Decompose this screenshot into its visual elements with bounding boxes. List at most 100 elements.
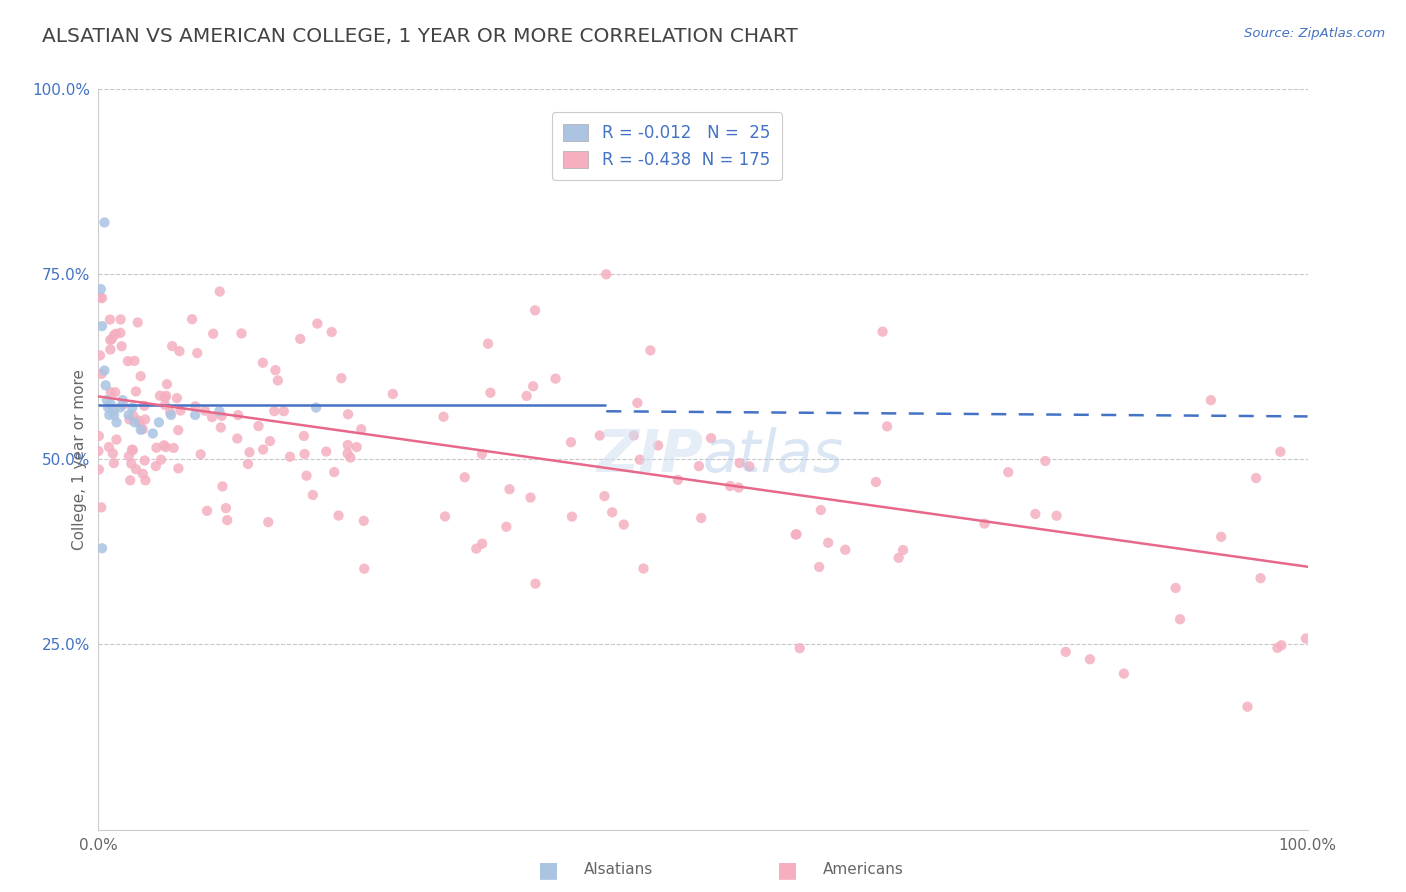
Point <box>700 431 723 445</box>
Point <box>640 343 662 358</box>
Point <box>121 442 143 457</box>
Point <box>202 326 225 341</box>
Point <box>201 410 224 425</box>
Point <box>593 489 616 503</box>
Point <box>810 503 832 517</box>
Point <box>153 398 176 412</box>
Point <box>738 459 761 474</box>
Point <box>118 408 141 422</box>
Point <box>209 420 232 434</box>
Point <box>891 543 914 558</box>
Point <box>727 481 749 495</box>
Point <box>623 428 645 442</box>
Point <box>728 456 751 470</box>
Point <box>887 550 910 565</box>
Point <box>381 387 404 401</box>
Point <box>1295 632 1317 646</box>
Point <box>93 363 115 377</box>
Point <box>87 462 110 476</box>
Point <box>132 467 155 481</box>
Point <box>184 400 207 414</box>
Point <box>524 576 547 591</box>
Point <box>156 377 179 392</box>
Point <box>122 443 145 458</box>
Point <box>519 491 541 505</box>
Point <box>294 447 316 461</box>
Point <box>103 408 125 422</box>
Point <box>238 445 260 459</box>
Point <box>876 419 898 434</box>
Point <box>211 409 233 423</box>
Point <box>211 479 233 493</box>
Text: ■: ■ <box>778 860 797 880</box>
Point <box>1168 612 1191 626</box>
Point <box>118 449 141 463</box>
Point <box>89 348 111 362</box>
Point <box>613 517 636 532</box>
Point <box>134 453 156 467</box>
Point <box>264 363 287 377</box>
Point <box>339 450 361 465</box>
Point <box>142 426 165 441</box>
Point <box>98 333 121 347</box>
Point <box>247 419 270 434</box>
Point <box>104 385 127 400</box>
Point <box>98 343 121 357</box>
Point <box>666 473 689 487</box>
Point <box>145 441 167 455</box>
Point <box>128 416 150 430</box>
Point <box>148 415 170 429</box>
Point <box>786 527 808 541</box>
Point <box>257 515 280 529</box>
Point <box>118 412 141 426</box>
Point <box>1211 530 1233 544</box>
Point <box>690 511 713 525</box>
Point <box>100 397 122 411</box>
Point <box>432 409 454 424</box>
Point <box>1045 508 1067 523</box>
Point <box>87 429 110 443</box>
Point <box>226 432 249 446</box>
Point <box>263 404 285 418</box>
Point <box>1199 393 1222 408</box>
Point <box>145 459 167 474</box>
Point <box>477 336 499 351</box>
Point <box>103 456 125 470</box>
Point <box>129 423 152 437</box>
Y-axis label: College, 1 year or more: College, 1 year or more <box>72 369 87 549</box>
Point <box>195 504 218 518</box>
Point <box>153 391 176 405</box>
Point <box>560 435 582 450</box>
Point <box>97 440 120 454</box>
Text: Americans: Americans <box>823 863 904 877</box>
Point <box>181 312 204 326</box>
Point <box>718 479 741 493</box>
Point <box>101 332 124 346</box>
Point <box>1024 507 1046 521</box>
Point <box>159 405 181 419</box>
Point <box>91 541 114 556</box>
Point <box>101 446 124 460</box>
Point <box>307 317 329 331</box>
Point <box>1054 645 1077 659</box>
Point <box>90 282 112 296</box>
Point <box>465 541 488 556</box>
Point <box>561 509 583 524</box>
Point <box>1250 571 1272 585</box>
Point <box>90 500 112 515</box>
Point <box>1244 471 1267 485</box>
Point <box>628 452 651 467</box>
Point <box>688 459 710 474</box>
Point <box>134 412 156 426</box>
Legend: R = -0.012   N =  25, R = -0.438  N = 175: R = -0.012 N = 25, R = -0.438 N = 175 <box>551 112 782 180</box>
Point <box>1078 652 1101 666</box>
Point <box>110 312 132 326</box>
Point <box>149 389 172 403</box>
Point <box>1112 666 1135 681</box>
Point <box>98 408 121 422</box>
Point <box>110 326 132 340</box>
Point <box>103 328 125 343</box>
Point <box>997 465 1019 479</box>
Point <box>104 326 127 341</box>
Point <box>226 408 249 422</box>
